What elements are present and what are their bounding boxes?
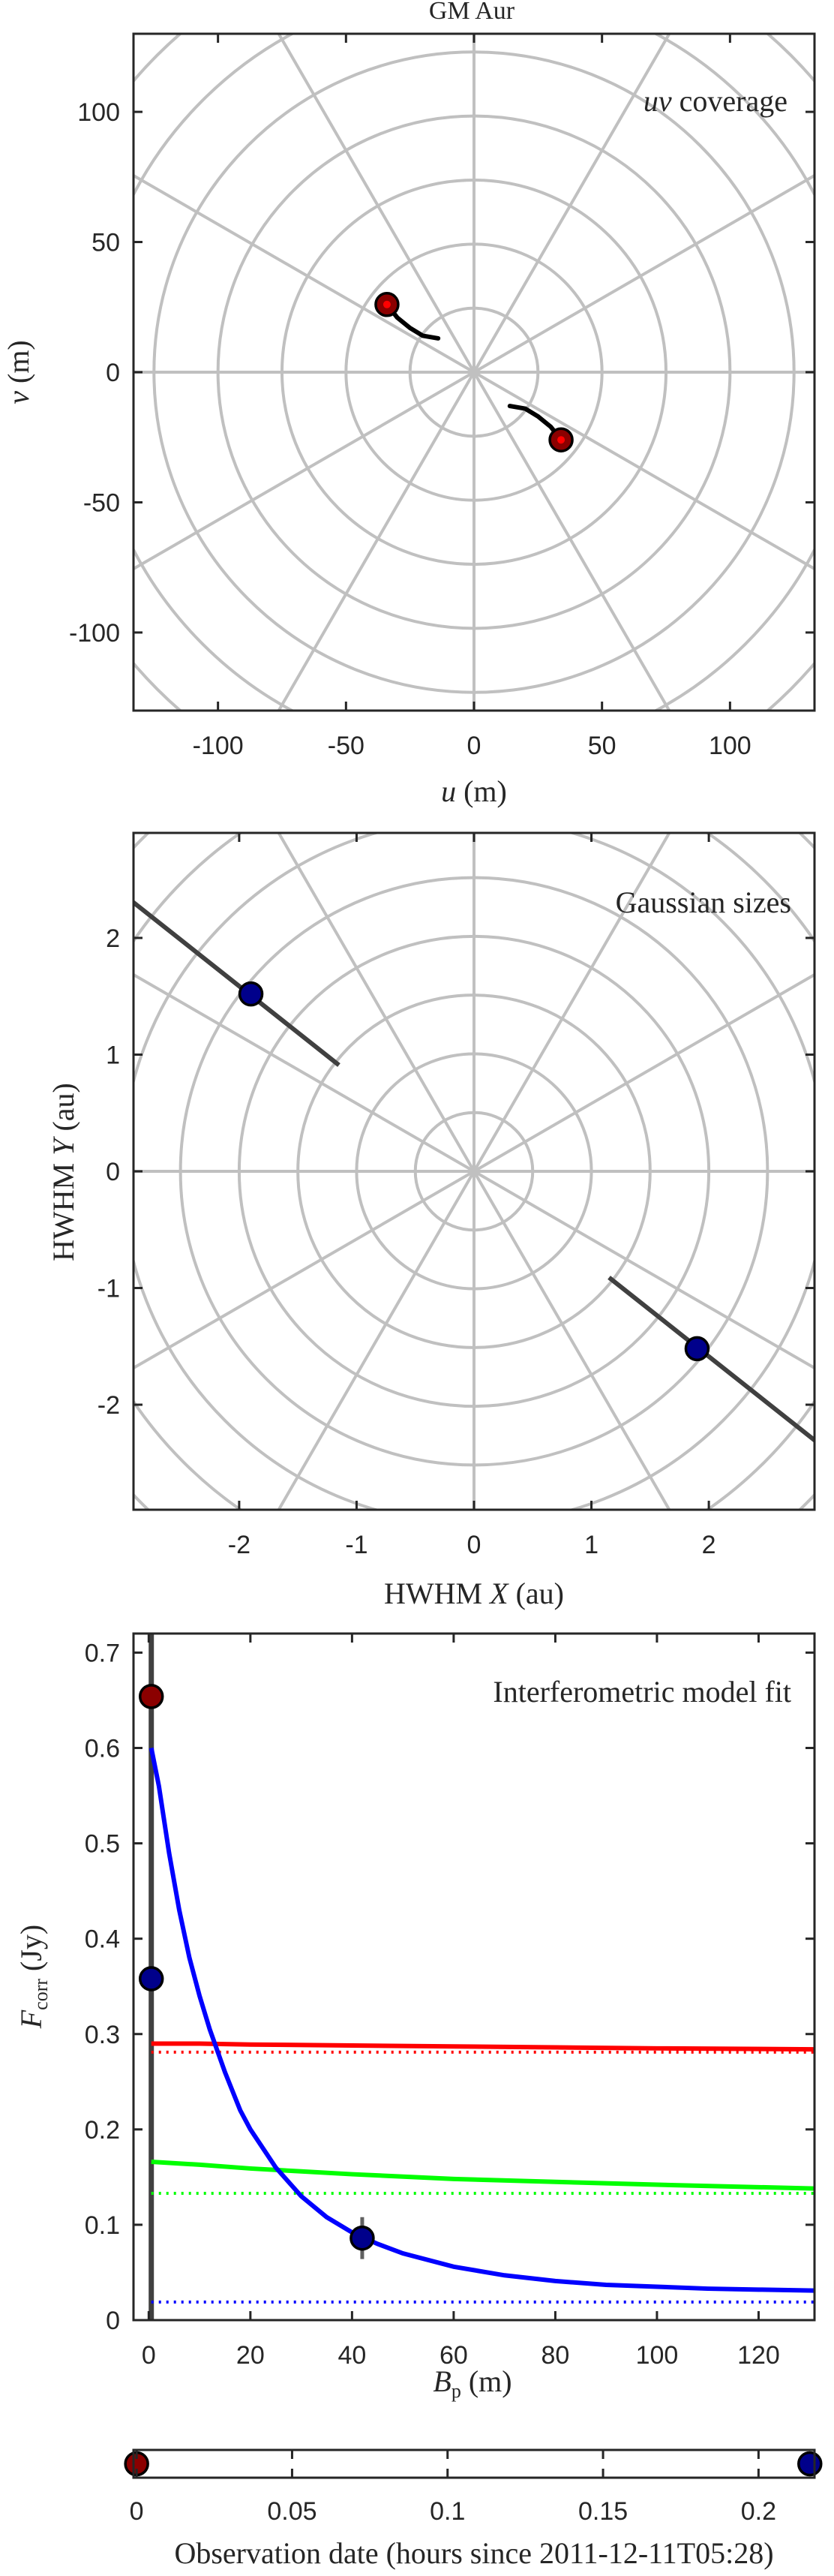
x-tick-label: 100 — [709, 732, 752, 760]
x-tick-label: 40 — [338, 2341, 366, 2370]
y-tick-label: 2 — [106, 924, 120, 953]
uv-xlabel: u (m) — [441, 774, 507, 808]
observation-date-ticks: 0 0.05 0.1 0.15 0.2 — [130, 2450, 776, 2526]
x-tick-label: -50 — [328, 732, 364, 760]
gaussian-xlabel: HWHM X (au) — [384, 1577, 564, 1610]
x-tick-label: 0.2 — [741, 2497, 776, 2526]
fit-axes-box — [132, 1632, 816, 2322]
x-tick-label: 80 — [542, 2341, 570, 2370]
series-line — [148, 1747, 814, 2293]
y-tick-label: 0.2 — [85, 2116, 120, 2145]
series-line — [151, 2041, 814, 2052]
series-line — [151, 2160, 814, 2191]
x-tick-label: 0.05 — [267, 2497, 316, 2526]
x-tick-label: 0.15 — [578, 2497, 628, 2526]
observation-date-points — [124, 2451, 823, 2477]
date-xlabel: Observation date (hours since 2011-12-11… — [174, 2536, 773, 2570]
uv-title: uv coverage — [644, 84, 788, 118]
y-tick-label: 0.6 — [85, 1735, 120, 1763]
date-axes-box — [132, 2448, 816, 2479]
x-tick-label: -2 — [228, 1531, 250, 1559]
uv-point-center — [382, 300, 391, 308]
x-tick-label: 0 — [467, 732, 482, 760]
x-tick-label: 120 — [737, 2341, 780, 2370]
observation-date-panel: 0 0.05 0.1 0.15 0.2 Observation date (hours … — [124, 2448, 823, 2570]
uv-ticks: -100 -50 0 50 100 -100 -50 0 50 100 — [69, 34, 814, 760]
gaussian-point — [238, 981, 264, 1007]
y-tick-label: 0.7 — [85, 1639, 120, 1667]
uv-tracks — [374, 292, 574, 452]
uv-ylabel: v (m) — [2, 340, 35, 404]
page-title: GM Aur — [429, 0, 515, 25]
gaussian-title: Gaussian sizes — [616, 885, 791, 919]
y-tick-label: 50 — [92, 229, 120, 257]
fit-point — [138, 1966, 164, 1991]
uv-point-center — [557, 436, 566, 444]
x-tick-label: 0.1 — [430, 2497, 465, 2526]
y-tick-label: -100 — [69, 619, 120, 648]
gaussian-ylabel: HWHM Y (au) — [46, 1083, 80, 1261]
date-point — [797, 2451, 823, 2477]
y-tick-label: -50 — [83, 488, 120, 517]
x-tick-label: 0 — [130, 2497, 144, 2526]
y-tick-label: -2 — [98, 1391, 120, 1420]
model-fit-series — [148, 1634, 814, 2320]
y-tick-label: 0.1 — [85, 2211, 120, 2240]
model-fit-panel: 0 20 40 60 80 100 120 0 0.1 0.2 0.3 0.4 0.5 0.6 0.7 In… — [14, 1632, 816, 2402]
gaussian-ticks: -2 -1 0 1 2 -2 -1 0 1 2 — [98, 833, 814, 1559]
y-tick-label: 0 — [106, 359, 120, 387]
x-tick-label: -1 — [345, 1531, 368, 1559]
grid-ring — [134, 34, 814, 711]
fit-xlabel: Bp (m) — [433, 2364, 512, 2402]
x-tick-label: 2 — [702, 1531, 716, 1559]
x-tick-label: 100 — [636, 2341, 679, 2370]
fit-point — [350, 2225, 375, 2251]
x-tick-label: 60 — [440, 2341, 468, 2370]
x-tick-label: 50 — [588, 732, 616, 760]
y-tick-label: 0.5 — [85, 1830, 120, 1859]
gaussian-segment — [134, 899, 340, 1067]
fit-title: Interferometric model fit — [493, 1675, 791, 1709]
x-tick-label: -100 — [193, 732, 244, 760]
fit-point — [138, 1684, 164, 1709]
y-tick-label: 100 — [77, 98, 120, 127]
grid-spoke — [134, 972, 814, 1370]
fit-ylabel: Fcorr (Jy) — [14, 1925, 52, 2030]
y-tick-label: 1 — [106, 1041, 120, 1069]
model-fit-ticks: 0 20 40 60 80 100 120 0 0.1 0.2 0.3 0.4 0.5 0.6 0.7 — [85, 1634, 814, 2370]
x-tick-label: 20 — [236, 2341, 265, 2370]
grid-spoke — [134, 173, 814, 571]
gaussian-segment — [608, 1276, 814, 1444]
gaussian-segments — [134, 899, 814, 1444]
uv-coverage-panel: -100 -50 0 50 100 -100 -50 0 50 100 uv coverage u… — [2, 32, 816, 808]
x-tick-label: 0 — [142, 2341, 156, 2370]
y-tick-label: 0.3 — [85, 2021, 120, 2049]
uv-polar-grid — [134, 34, 814, 711]
gaussian-sizes-panel: -2 -1 0 1 2 -2 -1 0 1 2 Gaussian sizes HWHM X (au… — [46, 831, 816, 1610]
y-tick-label: 0 — [106, 2307, 120, 2335]
y-tick-label: -1 — [98, 1275, 120, 1303]
gaussian-point — [684, 1336, 710, 1362]
x-tick-label: 0 — [467, 1531, 482, 1559]
y-tick-label: 0.4 — [85, 1925, 120, 1954]
gaussian-polar-grid — [134, 833, 814, 1510]
y-tick-label: 0 — [106, 1158, 120, 1186]
x-tick-label: 1 — [584, 1531, 598, 1559]
model-fit-points — [138, 1684, 375, 2259]
